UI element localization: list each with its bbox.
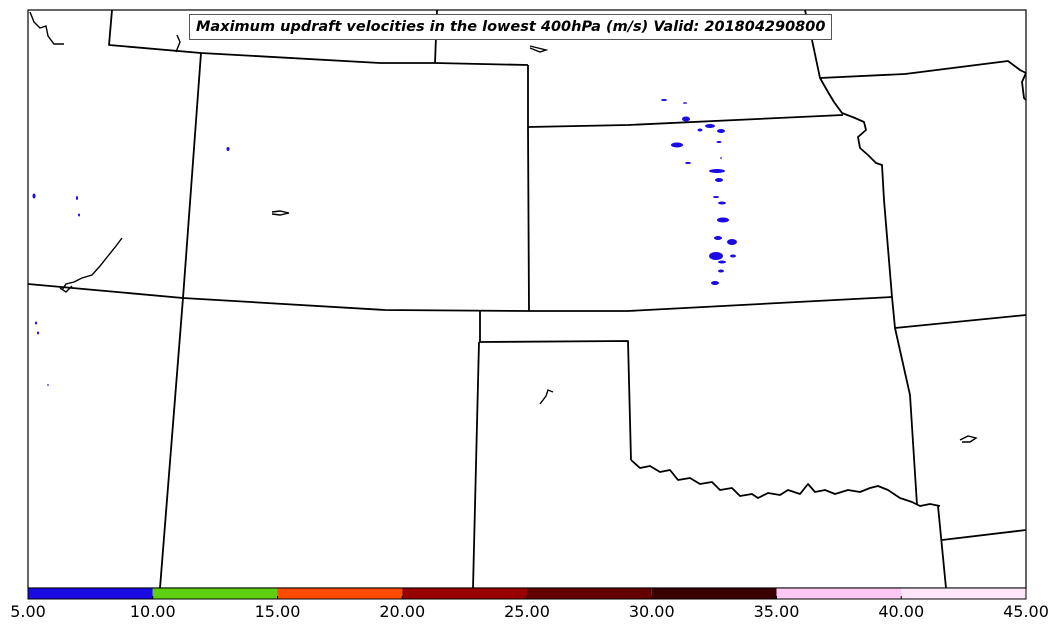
colorbar-tick-label: 45.00 — [1003, 602, 1049, 621]
updraft-cells — [32, 99, 737, 386]
colorbar-bin — [776, 588, 902, 599]
updraft-cell — [685, 162, 691, 164]
colorbar-tick-label: 5.00 — [10, 602, 46, 621]
updraft-cell — [730, 254, 736, 258]
colorbar — [27, 588, 1027, 599]
updraft-cell — [32, 193, 36, 199]
colorbar-bin — [901, 588, 1026, 599]
texas-arkansas-border — [937, 505, 947, 589]
updraft-cell — [718, 269, 724, 273]
wyoming-north-border — [108, 9, 529, 66]
iowa-missouri-border — [819, 60, 1027, 79]
colorbar-tick-label: 10.00 — [129, 602, 176, 621]
updraft-cell — [697, 128, 703, 132]
colorbar-tick-label: 15.00 — [254, 602, 301, 621]
iowa-east-bend — [1021, 72, 1027, 101]
updraft-cell — [37, 331, 39, 335]
updraft-cell — [717, 217, 729, 223]
colorbar-bin — [152, 588, 278, 599]
map-frame — [27, 9, 1027, 589]
missouri-arkansas-border — [894, 314, 1027, 329]
colorbar-tick-label: 35.00 — [753, 602, 800, 621]
lakes — [29, 11, 978, 443]
updraft-cell — [717, 129, 725, 133]
updraft-cell — [709, 252, 723, 260]
oklahoma-panhandle-south — [478, 340, 632, 461]
colorado-south-border — [27, 283, 893, 312]
map-title: Maximum updraft velocities in the lowest… — [189, 14, 833, 40]
updraft-cell — [47, 384, 49, 386]
updraft-cell — [716, 141, 722, 143]
updraft-cell — [713, 196, 719, 198]
updraft-cell — [718, 201, 726, 205]
colorbar-tick-label: 20.00 — [379, 602, 426, 621]
colorado-east-border — [527, 65, 530, 312]
colorbar-tick-label: 30.00 — [628, 602, 675, 621]
arkansas-louisiana-border — [941, 529, 1027, 541]
lake-east — [959, 435, 978, 443]
western-lake — [29, 11, 64, 45]
updraft-cell — [727, 239, 737, 245]
missouri-river — [804, 9, 918, 506]
reservoir-2 — [529, 45, 549, 53]
updraft-cell — [720, 157, 722, 159]
lake-meredith — [539, 389, 554, 405]
colorbar-bin — [651, 588, 777, 599]
updraft-cell — [718, 260, 726, 264]
updraft-cell — [76, 196, 78, 200]
updraft-cell — [35, 321, 37, 325]
reservoir-3 — [271, 210, 290, 216]
colorbar-tick-label: 40.00 — [878, 602, 925, 621]
nebraska-kansas-border — [527, 114, 844, 128]
reservoir-1 — [175, 34, 181, 53]
colorbar-tick-label: 25.00 — [504, 602, 550, 621]
colorbar-bin — [402, 588, 527, 599]
updraft-cell — [226, 147, 230, 151]
colorbar-frame — [27, 587, 1027, 600]
updraft-cell — [683, 102, 687, 104]
updraft-cell — [705, 124, 715, 128]
updraft-cell — [671, 142, 683, 148]
texas-panhandle-west — [472, 341, 480, 589]
updraft-cell — [709, 169, 725, 173]
updraft-cell — [711, 281, 719, 285]
updraft-cell — [682, 116, 690, 122]
updraft-cell — [714, 236, 722, 240]
colorbar-bin — [28, 588, 153, 599]
great-salt-lake — [59, 237, 123, 293]
updraft-cell — [715, 178, 723, 182]
state-boundaries — [27, 9, 1027, 589]
colorbar-bin — [277, 588, 403, 599]
updraft-cell — [661, 99, 667, 101]
colorbar-bin — [527, 588, 652, 599]
updraft-cell — [78, 213, 80, 217]
red-river — [630, 459, 941, 507]
